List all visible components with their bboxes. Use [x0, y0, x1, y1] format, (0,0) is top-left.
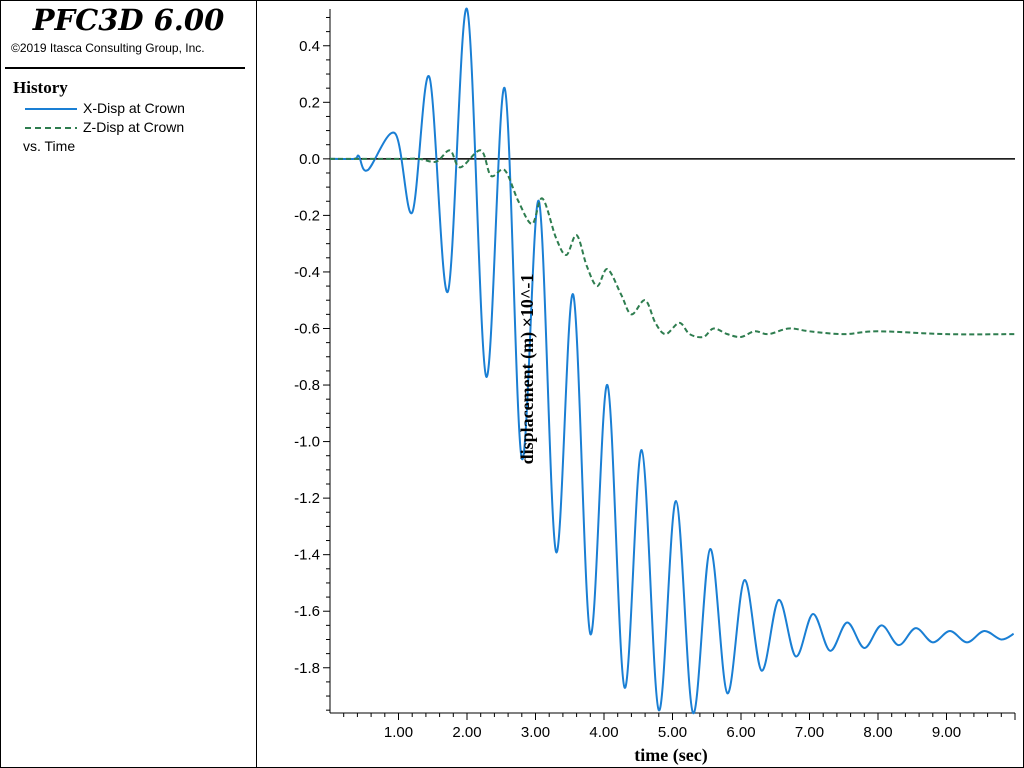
x-tick-label: 7.00: [795, 724, 824, 741]
history-chart: 0.4 0.2 0.0 -0.2 -0.4 -0.6 -0.8 -1.0 -1.2 -1.4 -1.…: [294, 7, 1016, 766]
y-tick-label: -1.0: [294, 434, 320, 451]
series-line-z-disp: [329, 149, 1016, 339]
x-tick-label: 6.00: [726, 724, 755, 741]
x-tick-label: 9.00: [932, 724, 961, 741]
legend-label-x-disp: X-Disp at Crown: [83, 100, 185, 116]
legend-swatch-dashed: [25, 127, 77, 129]
x-axis-title: time (sec): [634, 745, 707, 766]
legend-label-z-disp: Z-Disp at Crown: [83, 119, 185, 135]
y-tick-label: -1.2: [294, 490, 320, 507]
y-tick-label: 0.0: [299, 151, 320, 168]
y-tick-label: 0.4: [299, 38, 320, 55]
legend-separator: [5, 67, 245, 69]
y-tick-label: -1.8: [294, 660, 320, 677]
x-tick-label: 1.00: [384, 724, 413, 741]
y-tick-label: -0.6: [294, 320, 320, 337]
legend-swatch-solid: [25, 108, 77, 110]
chart-axes: 0.4 0.2 0.0 -0.2 -0.4 -0.6 -0.8 -1.0 -1.2 -1.4 -1.…: [294, 9, 1016, 741]
x-tick-label: 8.00: [863, 724, 892, 741]
y-tick-label: -1.6: [294, 603, 320, 620]
legend-panel: PFC3D 6.00 ©2019 Itasca Consulting Group…: [1, 1, 257, 767]
y-tick-label: -0.8: [294, 377, 320, 394]
x-tick-label: 3.00: [521, 724, 550, 741]
x-tick-label: 5.00: [658, 724, 687, 741]
chart-series: [329, 7, 1016, 715]
x-tick-label: 4.00: [589, 724, 618, 741]
copyright-text: ©2019 Itasca Consulting Group, Inc.: [11, 41, 205, 55]
y-tick-label: -1.4: [294, 547, 320, 564]
app-title: PFC3D 6.00: [32, 3, 225, 37]
y-tick-label: -0.4: [294, 264, 320, 281]
y-axis-title: displacement (m) ×10^-1: [517, 274, 538, 465]
legend-footer: vs. Time: [23, 138, 76, 154]
y-tick-label: -0.2: [294, 207, 320, 224]
series-line-x-disp: [329, 7, 1015, 715]
x-tick-label: 2.00: [452, 724, 481, 741]
history-heading: History: [13, 78, 68, 97]
y-tick-label: 0.2: [299, 94, 320, 111]
